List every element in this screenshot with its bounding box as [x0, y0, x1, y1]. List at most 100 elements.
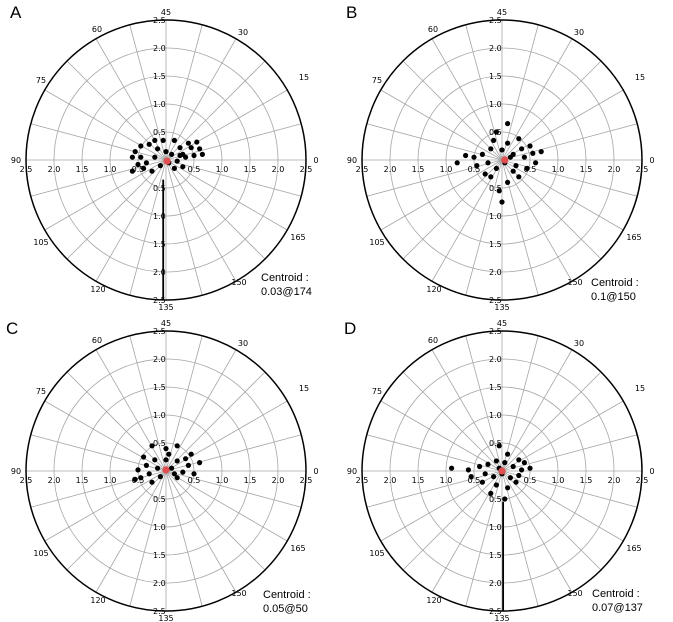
data-point — [516, 472, 522, 479]
grid-spoke — [165, 159, 203, 296]
data-point — [149, 168, 155, 174]
polar-panel-d: D 0.5 0.5 0.5 0.5 1.0 1.0 1.0 1.0 1.5 1.5 1.5 1.5 2.… — [336, 311, 672, 622]
grid-circle — [53, 47, 279, 273]
angle-label: 75 — [36, 76, 46, 85]
data-point — [488, 174, 494, 180]
grid-spoke — [129, 335, 167, 472]
data-point — [510, 463, 516, 470]
grid-spoke — [380, 400, 503, 472]
angle-label: 15 — [635, 73, 645, 82]
radial-tick-label: 2.5 — [153, 327, 166, 336]
angle-label: 30 — [574, 28, 584, 37]
angle-label: 135 — [158, 614, 173, 622]
radial-tick-label: 1.0 — [489, 212, 502, 221]
polar-chart-b: 0.50.50.50.51.01.01.01.01.51.51.51.52.02… — [347, 8, 655, 312]
radial-tick-label: 2.5 — [636, 476, 649, 485]
data-point — [488, 490, 494, 496]
data-point — [174, 458, 180, 464]
angle-label: 30 — [238, 339, 248, 348]
radial-tick-label: 2.0 — [608, 165, 621, 174]
grid-spoke — [30, 470, 167, 508]
grid-spoke — [129, 159, 167, 296]
data-point — [157, 474, 163, 480]
grid-spoke — [501, 159, 573, 282]
data-point — [169, 465, 175, 471]
radial-tick-label: 0.5 — [489, 184, 502, 193]
data-point — [521, 154, 527, 160]
data-point — [479, 479, 485, 485]
grid-spoke — [501, 349, 573, 472]
radial-tick-label: 0.5 — [524, 165, 537, 174]
radial-tick-label: 0.5 — [153, 128, 166, 137]
data-point — [465, 467, 471, 473]
grid-spoke — [501, 159, 624, 231]
radial-tick-label: 2.5 — [153, 607, 166, 616]
angle-label: 45 — [497, 319, 507, 328]
grid-spoke — [44, 89, 167, 161]
radial-tick-label: 2.0 — [48, 165, 61, 174]
grid-spoke — [431, 349, 503, 472]
grid-spoke — [501, 434, 638, 472]
angle-label: 165 — [626, 544, 641, 553]
angle-label: 150 — [231, 278, 246, 287]
centroid-value: 0.07@137 — [592, 602, 643, 614]
grid-spoke — [501, 123, 638, 161]
data-point — [166, 451, 172, 457]
angle-label: 60 — [428, 25, 438, 34]
radial-tick-label: 1.0 — [216, 165, 229, 174]
centroid-value: 0.05@50 — [263, 603, 308, 615]
angle-label: 135 — [494, 303, 509, 312]
radial-tick-label: 2.5 — [489, 296, 502, 305]
radial-tick-label: 0.5 — [153, 439, 166, 448]
grid-spoke — [165, 60, 266, 161]
radial-tick-label: 1.0 — [489, 411, 502, 420]
data-point — [502, 460, 508, 466]
grid-circle — [417, 75, 587, 245]
data-point — [135, 467, 141, 473]
data-point — [183, 456, 189, 462]
data-point — [485, 461, 491, 467]
radial-tick-label: 1.5 — [412, 165, 425, 174]
grid-spoke — [165, 335, 203, 472]
data-point — [527, 143, 533, 149]
radial-tick-label: 0.5 — [468, 165, 481, 174]
angle-label: 105 — [33, 238, 48, 247]
polar-chart-a: 0.5 0.5 0.5 0.5 1.0 1.0 1.0 1.0 1.5 1.5 1.5 1.5 2.0 2… — [11, 8, 319, 312]
radial-tick-label: 0.5 — [153, 184, 166, 193]
data-point — [180, 469, 186, 475]
data-point — [191, 152, 197, 159]
radial-tick-label: 2.5 — [489, 607, 502, 616]
radial-tick-label: 0.5 — [188, 476, 201, 485]
data-point — [449, 465, 455, 471]
grid-spoke — [380, 159, 503, 231]
polar-panel-a: A 0.5 0.5 0.5 0.5 1.0 1.0 1.0 1.0 1.5 1.5 1.5 1.5 2.… — [0, 0, 336, 312]
data-point — [155, 465, 161, 471]
angle-label: 105 — [369, 238, 384, 247]
angle-label: 90 — [11, 156, 21, 165]
radial-tick-label: 2.0 — [489, 355, 502, 364]
data-point — [197, 146, 203, 152]
data-point — [129, 154, 135, 160]
grid-spoke — [402, 470, 503, 571]
radial-tick-label: 0.5 — [489, 439, 502, 448]
grid-spoke — [402, 371, 503, 472]
grid-spoke — [165, 89, 288, 161]
data-point — [163, 457, 169, 463]
data-point — [135, 161, 141, 168]
angle-label: 165 — [290, 233, 305, 242]
angle-label: 75 — [372, 387, 382, 396]
data-point — [485, 160, 491, 166]
data-point — [132, 149, 138, 155]
polar-panel-b: B 0.50.50.50.51.01.01.01.01.51.51.51.52.… — [336, 0, 672, 312]
centroid-label: Centroid : — [591, 277, 639, 289]
grid-spoke — [366, 470, 503, 508]
grid-spoke — [95, 470, 167, 593]
radial-tick-label: 2.5 — [153, 296, 166, 305]
grid-circle — [109, 414, 223, 528]
radial-tick-label: 2.0 — [272, 476, 285, 485]
radial-tick-label: 1.0 — [552, 165, 565, 174]
grid-spoke — [501, 24, 539, 161]
data-point — [171, 471, 177, 477]
grid-circle — [81, 75, 251, 245]
angle-label: 150 — [231, 589, 246, 598]
